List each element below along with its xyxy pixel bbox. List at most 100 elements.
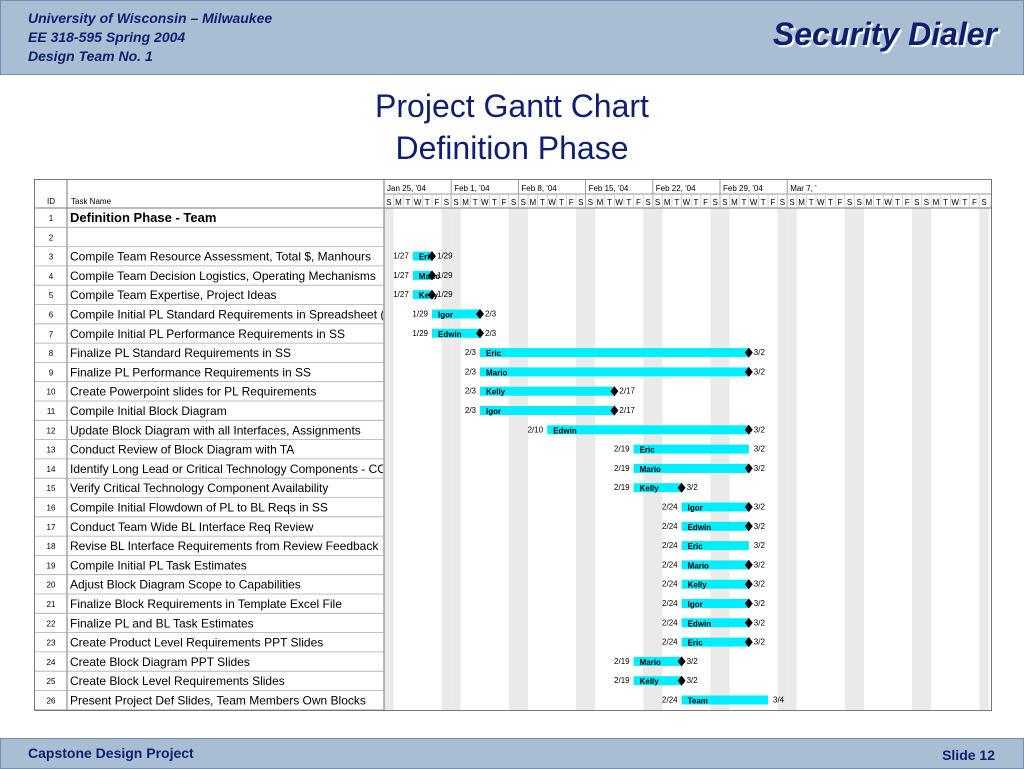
bar-start-date: 2/19 bbox=[614, 483, 630, 492]
day-letter: S bbox=[713, 198, 718, 207]
bar-resource-label: Eric bbox=[640, 446, 656, 455]
task-bar bbox=[681, 695, 768, 705]
bar-start-date: 2/24 bbox=[662, 541, 678, 550]
bar-resource-label: Edwin bbox=[688, 523, 712, 532]
day-letter: F bbox=[770, 198, 775, 207]
milestone-diamond bbox=[428, 251, 436, 262]
task-name: Verify Critical Technology Component Ava… bbox=[70, 481, 328, 495]
task-id: 16 bbox=[47, 504, 56, 513]
bar-resource-label: Mario bbox=[486, 368, 507, 377]
day-letter: M bbox=[597, 198, 604, 207]
weekend-shade bbox=[979, 208, 989, 710]
task-name: Compile Initial PL Task Estimates bbox=[70, 558, 247, 572]
milestone-diamond bbox=[744, 424, 753, 435]
day-letter: F bbox=[703, 198, 708, 207]
week-label: Mar 7, ' bbox=[790, 184, 817, 193]
bar-start-date: 2/24 bbox=[662, 522, 678, 531]
bar-end-date: 3/2 bbox=[754, 541, 766, 550]
gantt-chart: ID Task Name Jan 25, '04 Feb 1, '04 Feb 8, '… bbox=[34, 179, 992, 711]
bar-end-date: 3/2 bbox=[754, 618, 766, 627]
team-line: Design Team No. 1 bbox=[28, 48, 153, 64]
day-letter: M bbox=[865, 198, 872, 207]
task-name: Compile Initial PL Performance Requireme… bbox=[70, 327, 345, 341]
task-id: 11 bbox=[47, 407, 56, 416]
day-letter: S bbox=[386, 198, 391, 207]
task-id: 10 bbox=[47, 388, 56, 397]
task-name: Identify Long Lead or Critical Technolog… bbox=[70, 462, 396, 476]
weekend-shade bbox=[576, 208, 586, 710]
task-id: 25 bbox=[47, 677, 56, 686]
day-letter: M bbox=[798, 198, 805, 207]
task-name: Present Project Def Slides, Team Members… bbox=[70, 694, 366, 708]
weekend-shade bbox=[720, 208, 730, 710]
day-letter: T bbox=[876, 198, 881, 207]
day-letter: W bbox=[817, 198, 825, 207]
day-letter: T bbox=[809, 198, 814, 207]
weekend-shade bbox=[585, 208, 596, 710]
day-letter: W bbox=[615, 198, 623, 207]
bar-resource-label: Eric bbox=[486, 349, 502, 358]
task-bar bbox=[547, 425, 749, 435]
task-id: 22 bbox=[47, 619, 56, 628]
task-bar bbox=[681, 541, 749, 551]
day-letter: T bbox=[425, 198, 430, 207]
bar-end-date: 3/2 bbox=[754, 580, 766, 589]
task-bar bbox=[681, 521, 749, 531]
day-letter: M bbox=[529, 198, 536, 207]
bar-end-date: 2/3 bbox=[485, 310, 497, 319]
bar-start-date: 2/24 bbox=[662, 618, 678, 627]
day-letter: S bbox=[780, 198, 785, 207]
slide-title-line1: Project Gantt Chart bbox=[375, 88, 649, 124]
day-letter: S bbox=[789, 198, 794, 207]
task-id: 21 bbox=[47, 600, 56, 609]
task-bar bbox=[681, 579, 749, 589]
task-bar bbox=[432, 328, 480, 338]
day-letter: S bbox=[521, 198, 526, 207]
weekend-shade bbox=[912, 208, 922, 710]
bar-start-date: 2/24 bbox=[662, 503, 678, 512]
weekend-shade bbox=[921, 208, 932, 710]
task-id: 2 bbox=[49, 233, 54, 242]
task-id: 7 bbox=[49, 330, 54, 339]
milestone-diamond bbox=[744, 637, 753, 648]
task-name: Compile Initial Block Diagram bbox=[70, 404, 227, 418]
task-name: Update Block Diagram with all Interfaces… bbox=[70, 423, 361, 437]
bar-start-date: 1/27 bbox=[393, 271, 409, 280]
bar-resource-label: Kelly bbox=[640, 677, 660, 686]
bar-end-date: 2/17 bbox=[619, 406, 635, 415]
day-letter: F bbox=[502, 198, 507, 207]
task-bar bbox=[681, 502, 749, 512]
bar-start-date: 2/3 bbox=[465, 387, 477, 396]
task-id: 15 bbox=[47, 484, 56, 493]
day-letter: W bbox=[683, 198, 691, 207]
task-name: Compile Team Decision Logistics, Operati… bbox=[70, 269, 376, 283]
task-bar bbox=[633, 676, 682, 686]
day-letter: F bbox=[838, 198, 843, 207]
slide-number: Slide 12 bbox=[942, 747, 995, 763]
bar-end-date: 3/2 bbox=[754, 445, 766, 454]
milestone-diamond bbox=[744, 347, 753, 358]
task-name: Compile Team Expertise, Project Ideas bbox=[70, 288, 277, 302]
milestone-diamond bbox=[744, 502, 753, 512]
milestone-diamond bbox=[744, 559, 753, 570]
day-letter: T bbox=[540, 198, 545, 207]
bar-start-date: 1/27 bbox=[393, 290, 409, 299]
weekend-shade bbox=[710, 208, 720, 710]
day-letter: F bbox=[434, 198, 439, 207]
task-name: Create Powerpoint slides for PL Requirem… bbox=[70, 385, 316, 399]
week-label: Jan 25, '04 bbox=[387, 184, 426, 193]
id-column-header: ID bbox=[47, 197, 55, 206]
milestone-diamond bbox=[744, 617, 753, 628]
bar-end-date: 3/2 bbox=[754, 367, 766, 376]
task-bar bbox=[633, 444, 749, 454]
weekend-shade bbox=[787, 208, 797, 710]
task-bar bbox=[681, 637, 749, 647]
task-bar bbox=[681, 618, 749, 628]
day-letter: W bbox=[750, 198, 758, 207]
bar-resource-label: Mario bbox=[640, 658, 661, 667]
task-bar bbox=[412, 290, 432, 300]
milestone-diamond bbox=[744, 598, 753, 609]
bar-start-date: 2/24 bbox=[662, 599, 678, 608]
day-letter: S bbox=[924, 198, 929, 207]
day-letter: F bbox=[636, 198, 641, 207]
